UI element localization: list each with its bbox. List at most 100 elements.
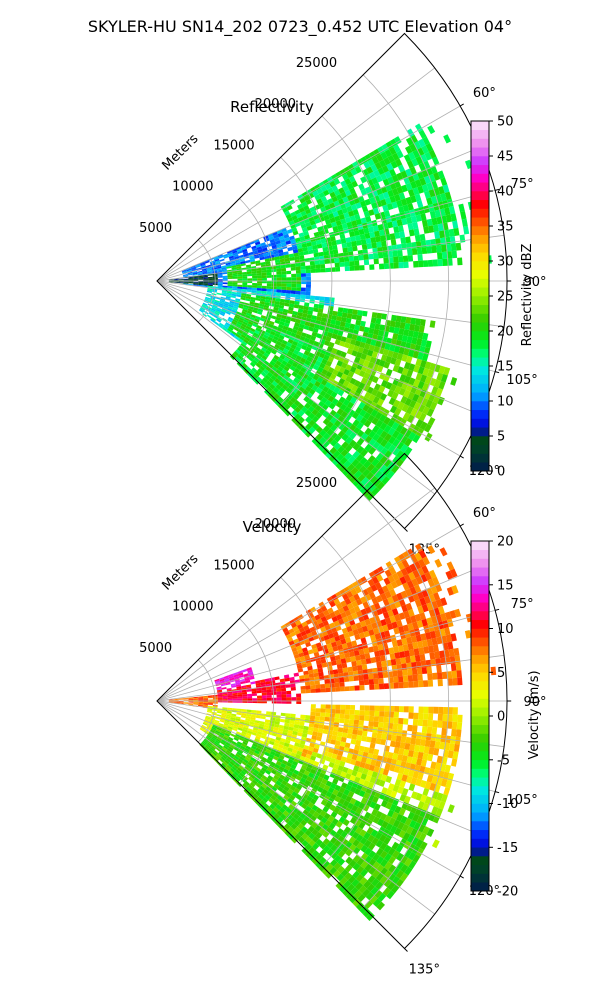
echo-cell [434,651,441,659]
echo-cell [337,330,344,337]
echo-cell [355,882,364,891]
echo-cell [311,437,319,445]
echo-cell [247,308,253,312]
echo-cell [401,368,409,376]
azimuth-tick-label: 105° [506,373,537,388]
echo-cell [383,794,391,802]
echo-cell [256,745,263,750]
echo-cell [245,684,252,688]
echo-cell [310,378,317,385]
echo-cell [221,290,227,293]
echo-cell [401,184,408,193]
echo-cell [407,811,415,820]
echo-cell [400,170,408,179]
echo-cell [430,761,437,770]
echo-cell [417,772,424,780]
echo-cell [350,339,357,346]
echo-cell [323,354,330,361]
echo-cell [275,369,282,375]
echo-cell [366,243,373,250]
echo-cell [375,200,383,208]
echo-cell [345,317,352,324]
echo-cell [391,174,399,183]
azimuth-tick [404,948,408,952]
echo-cell [292,310,298,316]
echo-cell [193,702,199,704]
echo-cell [318,601,325,608]
echo-cell [401,801,409,810]
echo-cell [277,232,284,238]
azimuth-spoke [156,700,435,915]
echo-cell [327,366,335,374]
echo-cell [393,747,400,755]
echo-cell [321,368,328,376]
echo-cell [267,731,273,736]
echo-cell [397,821,405,830]
echo-cell [248,356,254,362]
echo-cell [332,211,339,218]
echo-cell [183,278,189,280]
echo-cell [325,871,333,879]
echo-cell [204,718,210,721]
echo-cell [274,721,280,725]
azimuth-tick-label: 90° [523,275,546,290]
echo-cell [312,774,319,781]
echo-cell [343,368,350,376]
echo-cell [328,402,336,410]
echo-cell [252,247,258,252]
echo-cell [348,676,355,682]
echo-cell [406,369,414,378]
echo-cell [355,202,362,209]
echo-cell [252,698,258,701]
echo-cell [358,254,364,261]
echo-cell [313,231,320,237]
echo-cell [319,849,327,857]
echo-cell [388,783,395,791]
echo-cell [340,336,347,343]
echo-cell [371,487,380,496]
echo-cell [305,287,311,292]
echo-cell [389,405,398,414]
echo-cell [355,739,362,746]
echo-cell [382,887,391,897]
echo-cell [403,361,411,370]
echo-cell [415,738,421,746]
echo-cell [278,381,285,388]
echo-cell [274,237,280,242]
echo-cell [173,278,179,280]
echo-cell [303,305,309,311]
echo-cell [323,774,330,781]
echo-cell [423,595,431,604]
echo-cell [241,760,248,766]
echo-cell [220,730,226,735]
echo-cell [334,354,341,361]
echo-cell [289,235,295,241]
echo-cell [249,676,255,680]
echo-cell [253,357,260,363]
echo-cell [301,833,309,840]
colorbar-tick-label: 15 [497,360,514,375]
echo-cell [283,785,290,792]
echo-cell [231,248,237,252]
echo-cell [182,274,188,276]
echo-cell [366,179,374,187]
echo-cell [367,414,375,423]
echo-cell [202,303,208,308]
radial-tick-label: 5000 [139,221,172,236]
echo-cell [228,302,235,306]
echo-cell [413,208,421,216]
echo-cell [203,277,208,279]
echo-cell [393,717,399,724]
echo-cell [201,741,207,746]
echo-cell [374,705,380,712]
echo-cell [356,239,362,246]
echo-cell [345,428,353,437]
echo-cell [366,492,375,501]
echo-cell [328,632,335,639]
velocity-field [168,543,497,921]
echo-cell [231,765,237,771]
echo-cell [232,725,239,730]
echo-cell [296,693,302,698]
echo-cell [322,425,331,433]
echo-cell [259,799,266,806]
